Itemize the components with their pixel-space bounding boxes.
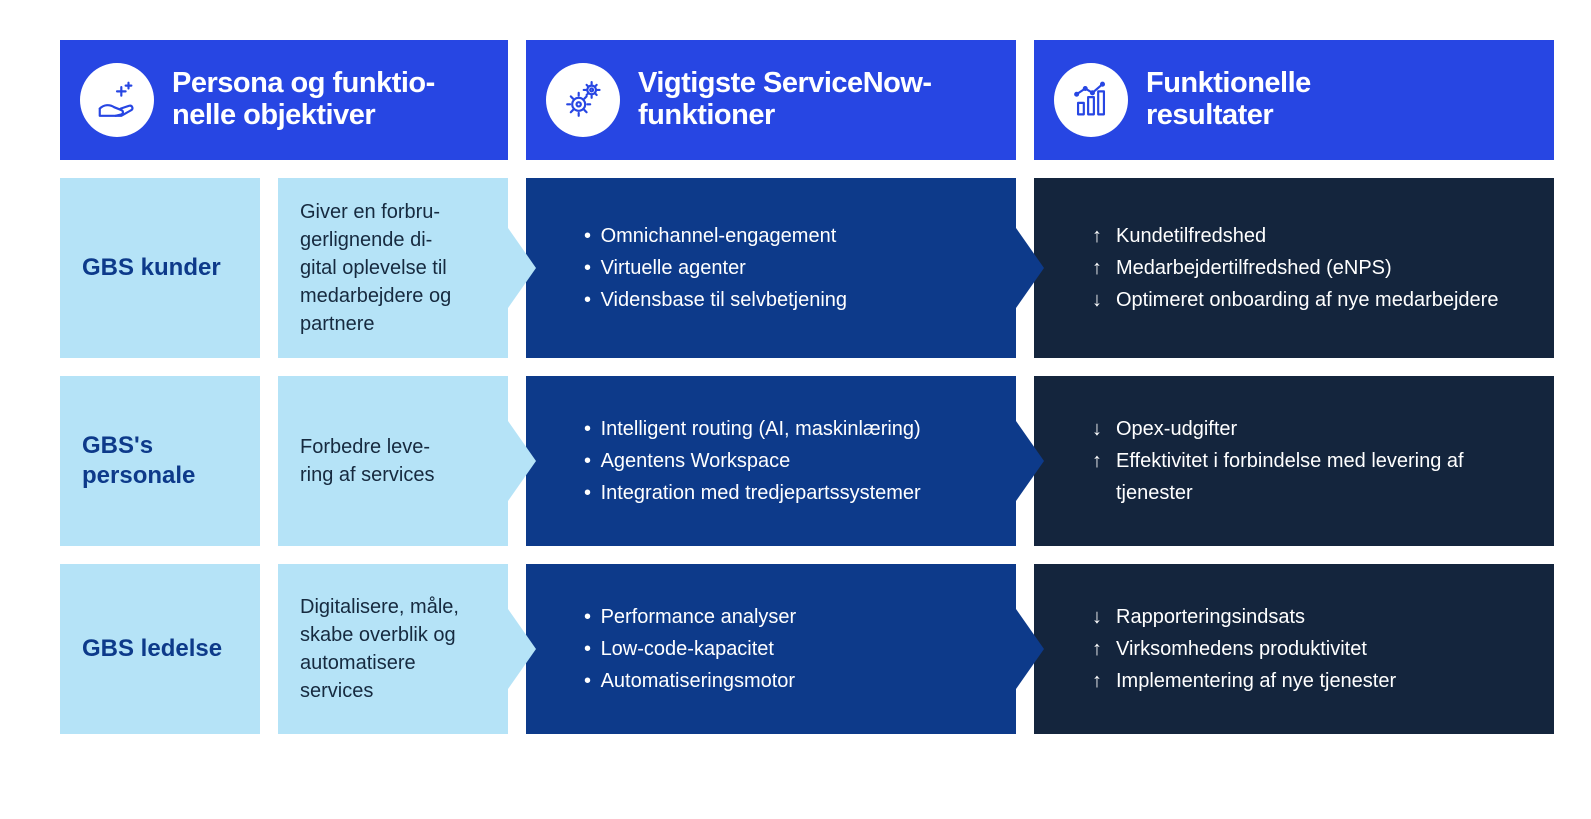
capabilities-list: Performance analyserLow-code-kapacitetAu… (584, 601, 796, 697)
arrow-up-icon: ↑ (1092, 665, 1116, 697)
arrow-down-icon: ↓ (1092, 413, 1116, 445)
outcome-item: ↑ Implementering af nye tjenester (1092, 665, 1396, 697)
infographic-grid: Persona og funktio-nelle objektiver Vigt… (60, 40, 1531, 734)
arrow-down-icon: ↓ (1092, 601, 1116, 633)
outcome-item: ↑ Virksomhedens produktivitet (1092, 633, 1396, 665)
outcome-text: Medarbejdertilfredshed (eNPS) (1116, 252, 1392, 284)
outcomes-list: ↓ Rapporteringsindsats ↑ Virksomhedens p… (1092, 601, 1396, 697)
objective-text: Giver en forbru-gerlignende di-gital opl… (300, 198, 486, 338)
outcomes-cell: ↑ Kundetilfredshed ↑ Medarbejdertilfreds… (1034, 178, 1554, 358)
capabilities-cell: Intelligent routing (AI, maskinlæring)Ag… (526, 376, 1016, 546)
header-title: Vigtigste ServiceNow-funktioner (638, 68, 932, 132)
capability-item: Virtuelle agenter (584, 252, 847, 284)
capabilities-cell: Omnichannel-engagementVirtuelle agenterV… (526, 178, 1016, 358)
hand-plus-icon (80, 63, 154, 137)
capability-item: Vidensbase til selvbetjening (584, 284, 847, 316)
header-cell: Funktionelleresultater (1034, 40, 1554, 160)
capability-item: Integration med tredjepartssystemer (584, 477, 921, 509)
outcome-text: Virksomhedens produktivitet (1116, 633, 1367, 665)
capability-item: Agentens Workspace (584, 445, 921, 477)
outcome-item: ↑ Kundetilfredshed (1092, 220, 1498, 252)
outcome-item: ↑ Effektivitet i forbindelse med leverin… (1092, 445, 1526, 509)
objective-text: Digitalisere, måle, skabe overblik og au… (300, 593, 486, 705)
analytics-icon (1054, 63, 1128, 137)
capability-item: Intelligent routing (AI, maskinlæring) (584, 413, 921, 445)
arrow-up-icon: ↑ (1092, 445, 1116, 477)
arrow-up-icon: ↑ (1092, 220, 1116, 252)
outcome-item: ↑ Medarbejdertilfredshed (eNPS) (1092, 252, 1498, 284)
capabilities-list: Omnichannel-engagementVirtuelle agenterV… (584, 220, 847, 316)
outcome-text: Kundetilfredshed (1116, 220, 1266, 252)
outcome-text: Opex-udgifter (1116, 413, 1237, 445)
outcomes-cell: ↓ Rapporteringsindsats ↑ Virksomhedens p… (1034, 564, 1554, 734)
gears-icon (546, 63, 620, 137)
header-title: Persona og funktio-nelle objektiver (172, 68, 435, 132)
header-cell: Persona og funktio-nelle objektiver (60, 40, 508, 160)
capability-item: Omnichannel-engagement (584, 220, 847, 252)
outcome-item: ↓ Opex-udgifter (1092, 413, 1526, 445)
outcome-text: Optimeret onboarding af nye medarbejdere (1116, 284, 1498, 316)
capabilities-cell: Performance analyserLow-code-kapacitetAu… (526, 564, 1016, 734)
persona-cell: GBS's personale (60, 376, 260, 546)
arrow-up-icon: ↑ (1092, 252, 1116, 284)
persona-label: GBS's personale (82, 431, 238, 491)
persona-cell: GBS kunder (60, 178, 260, 358)
objective-cell: Giver en forbru-gerlignende di-gital opl… (278, 178, 508, 358)
persona-cell: GBS ledelse (60, 564, 260, 734)
persona-label: GBS kunder (82, 253, 221, 283)
outcome-item: ↓ Rapporteringsindsats (1092, 601, 1396, 633)
capability-item: Performance analyser (584, 601, 796, 633)
outcome-item: ↓ Optimeret onboarding af nye medarbejde… (1092, 284, 1498, 316)
outcomes-list: ↓ Opex-udgifter ↑ Effektivitet i forbind… (1092, 413, 1526, 509)
capability-item: Low-code-kapacitet (584, 633, 796, 665)
outcomes-list: ↑ Kundetilfredshed ↑ Medarbejdertilfreds… (1092, 220, 1498, 316)
outcome-text: Rapporteringsindsats (1116, 601, 1305, 633)
outcome-text: Effektivitet i forbindelse med levering … (1116, 445, 1526, 509)
objective-cell: Forbedre leve-ring af services (278, 376, 508, 546)
capability-item: Automatiseringsmotor (584, 665, 796, 697)
arrow-down-icon: ↓ (1092, 284, 1116, 316)
header-cell: Vigtigste ServiceNow-funktioner (526, 40, 1016, 160)
capabilities-list: Intelligent routing (AI, maskinlæring)Ag… (584, 413, 921, 509)
arrow-up-icon: ↑ (1092, 633, 1116, 665)
objective-text: Forbedre leve-ring af services (300, 433, 435, 489)
header-title: Funktionelleresultater (1146, 68, 1311, 132)
outcome-text: Implementering af nye tjenester (1116, 665, 1396, 697)
objective-cell: Digitalisere, måle, skabe overblik og au… (278, 564, 508, 734)
persona-label: GBS ledelse (82, 634, 222, 664)
outcomes-cell: ↓ Opex-udgifter ↑ Effektivitet i forbind… (1034, 376, 1554, 546)
